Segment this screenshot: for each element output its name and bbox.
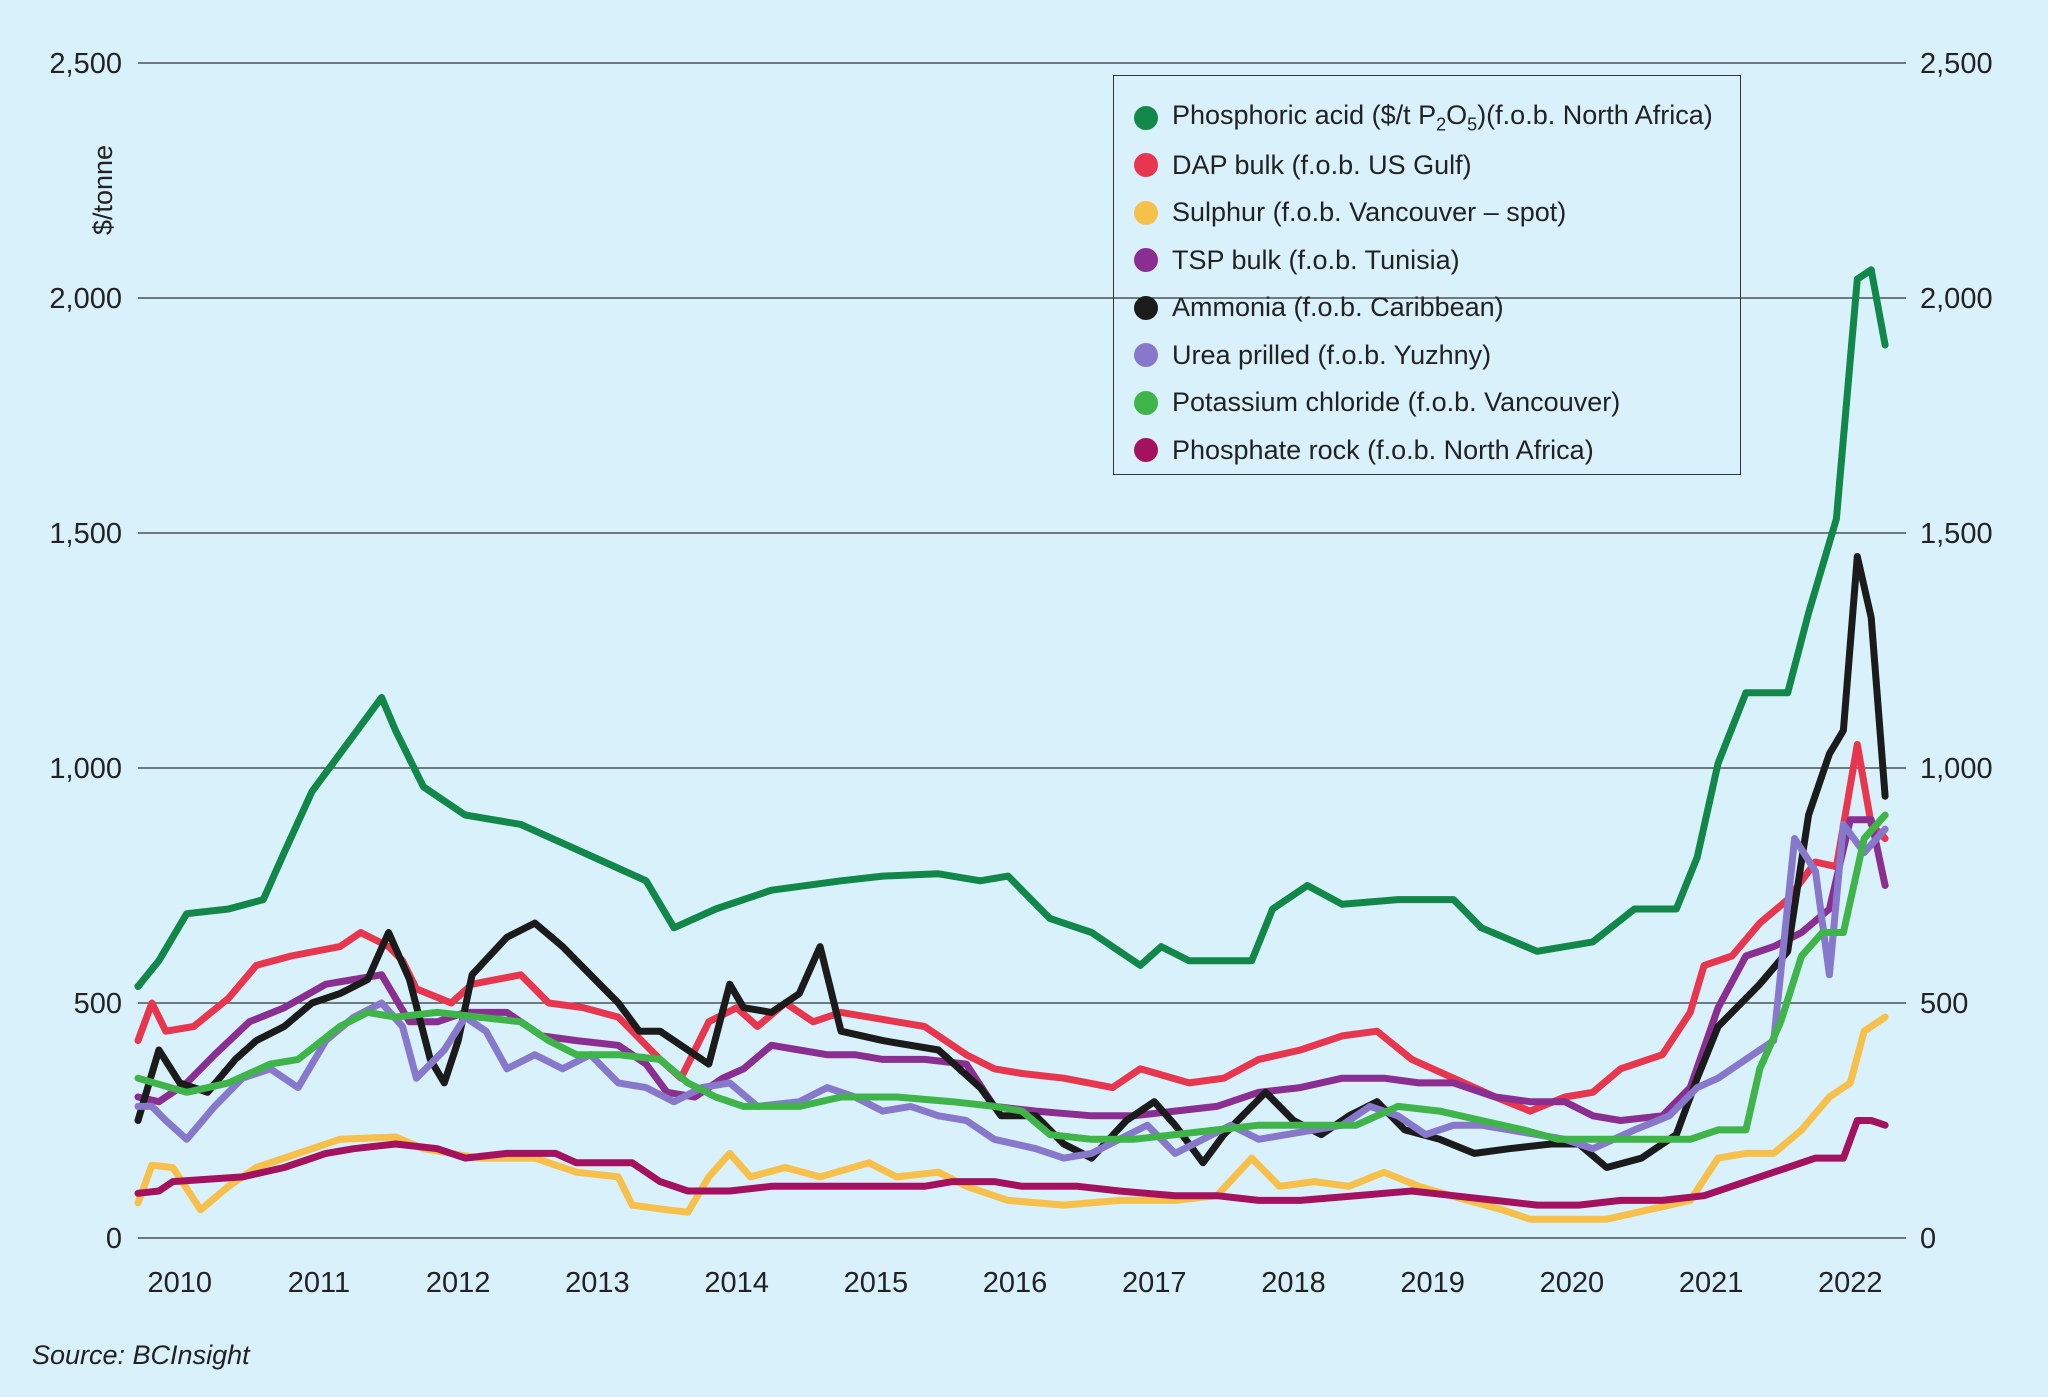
legend-label: DAP bulk (f.o.b. US Gulf)	[1172, 149, 1472, 180]
x-tick-label: 2018	[1261, 1267, 1326, 1299]
legend-dot	[1134, 248, 1158, 273]
gridlines	[138, 62, 1906, 1239]
x-tick-label: 2019	[1400, 1267, 1465, 1299]
y-tick-label: 0	[106, 1223, 122, 1255]
legend-item-tsp: TSP bulk (f.o.b. Tunisia)	[1134, 237, 1740, 285]
legend-label: Phosphate rock (f.o.b. North Africa)	[1172, 434, 1594, 465]
left-y-tick-labels: 0 500 1,000 1,500 2,000 2,500	[49, 48, 122, 1255]
series-line-0	[134, 266, 1889, 990]
y-tick-label-right: 500	[1920, 988, 1968, 1020]
x-tick-label: 2013	[565, 1267, 630, 1299]
x-tick-label: 2021	[1679, 1267, 1744, 1299]
legend: Phosphoric acid ($/t P2O5)(f.o.b. North …	[1113, 75, 1741, 475]
x-tick-label: 2016	[983, 1267, 1048, 1299]
series-lines	[134, 266, 1889, 1223]
y-tick-label: 500	[74, 988, 122, 1020]
legend-item-potassium-chloride: Potassium chloride (f.o.b. Vancouver)	[1134, 379, 1740, 427]
legend-item-ammonia: Ammonia (f.o.b. Caribbean)	[1134, 284, 1740, 332]
y-tick-label-right: 1,000	[1920, 753, 1993, 785]
y-tick-label: 1,500	[49, 518, 122, 550]
series-line-5	[134, 820, 1889, 1162]
legend-item-phosphoric-acid: Phosphoric acid ($/t P2O5)(f.o.b. North …	[1134, 94, 1740, 142]
series-line-3	[134, 816, 1889, 1124]
source-note: Source: BCInsight	[32, 1340, 250, 1370]
y-tick-label: 2,500	[49, 48, 122, 80]
legend-item-sulphur: Sulphur (f.o.b. Vancouver – spot)	[1134, 189, 1740, 237]
legend-label: TSP bulk (f.o.b. Tunisia)	[1172, 244, 1460, 275]
legend-dot	[1134, 105, 1158, 130]
right-y-tick-labels: 0 500 1,000 1,500 2,000 2,500	[1920, 48, 1993, 1255]
x-tick-label: 2020	[1540, 1267, 1605, 1299]
y-tick-label-right: 2,000	[1920, 283, 1993, 315]
y-tick-label: 1,000	[49, 753, 122, 785]
x-tick-label: 2012	[426, 1267, 491, 1299]
y-tick-label-right: 0	[1920, 1223, 1936, 1255]
y-axis-label: $/tonne	[88, 145, 118, 235]
legend-dot	[1134, 295, 1158, 320]
series-line-4	[134, 553, 1889, 1171]
x-tick-label: 2011	[288, 1267, 350, 1299]
y-tick-label: 2,000	[49, 283, 122, 315]
legend-label: Sulphur (f.o.b. Vancouver – spot)	[1172, 197, 1567, 228]
legend-dot	[1134, 200, 1158, 225]
series-line-7	[134, 1117, 1889, 1209]
legend-label: Urea prilled (f.o.b. Yuzhny)	[1172, 339, 1492, 370]
x-tick-label: 2022	[1818, 1267, 1883, 1299]
legend-item-dap: DAP bulk (f.o.b. US Gulf)	[1134, 142, 1740, 190]
legend-item-phosphate-rock: Phosphate rock (f.o.b. North Africa)	[1134, 427, 1740, 475]
x-tick-label: 2017	[1122, 1267, 1187, 1299]
series-line-6	[134, 811, 1889, 1143]
legend-label: Phosphoric acid ($/t P2O5)(f.o.b. North …	[1172, 100, 1713, 135]
legend-dot	[1134, 343, 1158, 368]
legend-label: Ammonia (f.o.b. Caribbean)	[1172, 292, 1504, 323]
series-line-1	[134, 741, 1889, 1115]
legend-dot	[1134, 153, 1158, 178]
legend-dot	[1134, 438, 1158, 463]
x-tick-labels: 2010 2011 2012 2013 2014 2015 2016 2017 2018 2019…	[148, 1267, 1883, 1299]
legend-item-urea: Urea prilled (f.o.b. Yuzhny)	[1134, 332, 1740, 380]
x-tick-label: 2015	[844, 1267, 909, 1299]
y-tick-label-right: 1,500	[1920, 518, 1993, 550]
x-tick-label: 2014	[704, 1267, 769, 1299]
x-tick-label: 2010	[148, 1267, 213, 1299]
y-tick-label-right: 2,500	[1920, 48, 1993, 80]
legend-dot	[1134, 390, 1158, 415]
legend-label: Potassium chloride (f.o.b. Vancouver)	[1172, 387, 1621, 418]
